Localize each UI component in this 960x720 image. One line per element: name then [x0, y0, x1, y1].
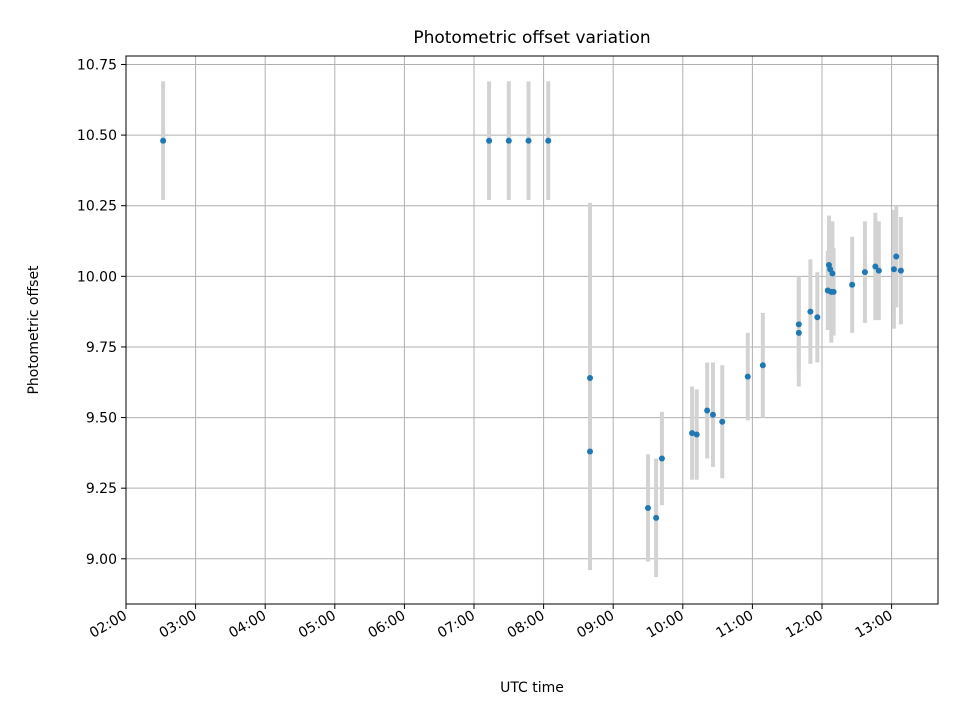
- chart-title: Photometric offset variation: [413, 28, 650, 48]
- x-tick-label: 07:00: [435, 608, 478, 642]
- x-tick-label: 02:00: [87, 608, 130, 642]
- y-tick-label: 10.75: [77, 57, 117, 73]
- data-point: [486, 137, 493, 144]
- x-axis-ticks: 02:00 03:00 04:00 05:00 06:00 07:00 08:00 09:00…: [87, 604, 896, 642]
- data-point: [795, 321, 802, 328]
- y-tick-label: 10.50: [77, 128, 117, 144]
- x-axis-label: UTC time: [500, 680, 564, 696]
- y-tick-label: 9.00: [86, 552, 117, 568]
- x-tick-label: 13:00: [853, 608, 896, 642]
- data-point: [645, 504, 651, 511]
- x-tick-label: 12:00: [783, 608, 826, 642]
- y-axis-ticks: 9.00 9.25 9.50 9.75 10.00 10.25 10.50 10.75: [77, 57, 126, 568]
- data-point: [897, 267, 904, 274]
- data-point: [587, 375, 593, 382]
- data-point: [658, 455, 665, 462]
- y-tick-label: 10.00: [77, 269, 117, 285]
- data-point: [653, 514, 660, 521]
- y-axis-label: Photometric offset: [26, 265, 42, 395]
- data-points: [160, 137, 904, 521]
- data-point: [861, 269, 868, 276]
- data-point: [829, 270, 836, 277]
- data-point: [830, 288, 837, 295]
- data-point: [587, 448, 593, 455]
- data-point: [795, 329, 802, 336]
- data-point: [814, 314, 821, 321]
- grid: [125, 56, 938, 604]
- error-bars: [161, 81, 903, 578]
- x-tick-label: 03:00: [157, 608, 200, 642]
- data-point: [875, 267, 882, 274]
- data-point: [719, 418, 726, 425]
- data-point: [505, 137, 512, 144]
- data-point: [849, 281, 856, 288]
- data-point: [693, 431, 700, 438]
- data-point: [545, 137, 552, 144]
- y-tick-label: 9.25: [86, 481, 117, 497]
- y-tick-label: 9.75: [86, 340, 117, 356]
- data-point: [704, 407, 711, 414]
- data-point: [525, 137, 532, 144]
- x-tick-label: 04:00: [226, 608, 269, 642]
- y-tick-label: 10.25: [77, 199, 117, 215]
- data-point: [893, 253, 900, 260]
- x-tick-label: 09:00: [574, 608, 617, 642]
- plot-frame: [125, 55, 939, 605]
- y-tick-label: 9.50: [86, 411, 117, 427]
- data-point: [807, 308, 814, 315]
- x-tick-label: 05:00: [296, 608, 339, 642]
- data-point: [689, 430, 696, 437]
- x-tick-label: 08:00: [505, 608, 548, 642]
- x-tick-label: 06:00: [365, 608, 408, 642]
- x-tick-label: 11:00: [713, 608, 756, 642]
- x-tick-label: 10:00: [644, 608, 687, 642]
- data-point: [872, 263, 879, 270]
- data-point: [709, 411, 716, 418]
- data-point: [744, 373, 751, 380]
- data-point: [759, 362, 766, 369]
- data-point: [160, 137, 167, 144]
- data-point: [890, 266, 897, 273]
